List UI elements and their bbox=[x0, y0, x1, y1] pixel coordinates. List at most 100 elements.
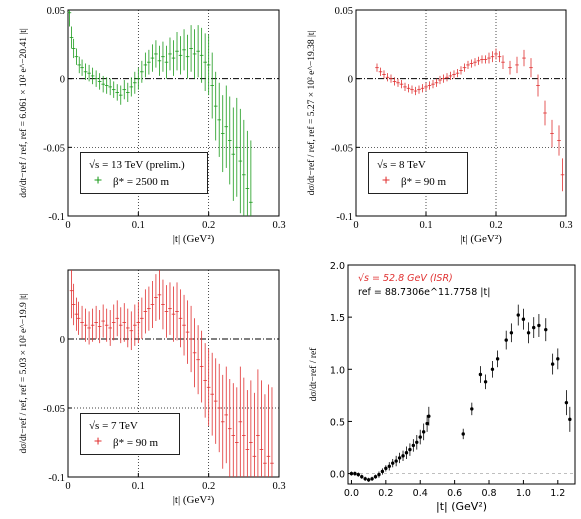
data-point bbox=[76, 301, 81, 335]
data-point bbox=[415, 434, 419, 450]
data-point bbox=[536, 74, 540, 97]
data-point bbox=[466, 60, 470, 70]
data-point bbox=[220, 374, 225, 469]
data-point bbox=[384, 465, 388, 472]
data-point bbox=[217, 363, 222, 453]
data-point bbox=[242, 377, 246, 477]
data-point bbox=[111, 304, 116, 341]
data-point bbox=[544, 318, 548, 342]
data-point bbox=[378, 67, 383, 76]
data-point bbox=[122, 303, 127, 342]
data-point bbox=[94, 305, 98, 339]
x-tick-label: 0.3 bbox=[272, 220, 285, 231]
data-point bbox=[224, 366, 229, 464]
data-point bbox=[373, 474, 378, 479]
data-point bbox=[185, 34, 190, 79]
data-point bbox=[175, 31, 179, 71]
data-point bbox=[67, 10, 72, 27]
data-point bbox=[140, 60, 144, 83]
data-point bbox=[556, 348, 560, 370]
point-marker bbox=[356, 472, 361, 477]
data-point bbox=[363, 476, 367, 481]
point-marker bbox=[544, 327, 548, 332]
y-tick-label: 2.0 bbox=[330, 261, 345, 272]
data-point bbox=[136, 67, 141, 90]
point-marker bbox=[504, 338, 508, 342]
plot-frame bbox=[355, 9, 567, 217]
data-point bbox=[483, 55, 488, 64]
data-point bbox=[185, 300, 190, 364]
data-point bbox=[356, 472, 361, 477]
data-point bbox=[543, 100, 547, 126]
data-point bbox=[462, 63, 467, 72]
data-point bbox=[71, 38, 76, 59]
data-point bbox=[526, 322, 531, 344]
data-point bbox=[487, 52, 491, 64]
data-point bbox=[459, 66, 463, 75]
chart-panel-top-left: 0 0.1 0.2 0.3 0.05 0 -0.05 -0.1 |t| (GeV²) dσ/dt−… bbox=[18, 6, 286, 245]
data-point bbox=[504, 330, 508, 350]
data-point bbox=[74, 297, 79, 331]
x-tick-label: 0.2 bbox=[378, 488, 393, 499]
data-point bbox=[97, 310, 102, 344]
data-point bbox=[157, 45, 162, 76]
data-point bbox=[196, 25, 200, 78]
data-point bbox=[150, 281, 155, 328]
x-tick-label: 0.2 bbox=[202, 481, 215, 492]
data-point bbox=[425, 415, 429, 432]
point-marker bbox=[397, 456, 402, 460]
data-point bbox=[521, 308, 526, 330]
data-point bbox=[206, 34, 211, 96]
x-tick-label: 0 bbox=[65, 220, 70, 231]
point-marker bbox=[377, 472, 381, 477]
point-marker bbox=[363, 477, 367, 481]
x-tick-label: 1.0 bbox=[516, 488, 531, 499]
data-point bbox=[104, 77, 109, 94]
data-point bbox=[438, 75, 442, 85]
data-point bbox=[97, 73, 102, 90]
chart-panel-bottom-left: 0 0.1 0.2 0.3 0 -0.05 -0.1 |t| (GeV²) dσ/dt−ref … bbox=[18, 269, 286, 506]
x-tick-label: 0.1 bbox=[419, 220, 432, 231]
y-axis-label: dσ/dt−ref / ref, ref = 5.03 × 10² e^−19.… bbox=[18, 293, 29, 453]
data-point bbox=[90, 308, 95, 342]
data-point bbox=[473, 58, 477, 67]
data-point bbox=[238, 366, 243, 477]
point-marker bbox=[461, 432, 465, 436]
plot-frame bbox=[67, 269, 280, 478]
data-point bbox=[476, 56, 481, 65]
data-point bbox=[90, 67, 95, 85]
data-point bbox=[537, 314, 541, 337]
point-marker bbox=[387, 464, 391, 468]
x-tick-label: 0.2 bbox=[202, 220, 215, 231]
data-point bbox=[147, 49, 151, 75]
data-point bbox=[389, 74, 393, 83]
data-point bbox=[83, 63, 88, 81]
data-point bbox=[189, 305, 193, 373]
data-point bbox=[508, 60, 512, 75]
data-point bbox=[509, 323, 514, 343]
data-point bbox=[387, 462, 391, 471]
data-point bbox=[129, 311, 134, 351]
data-point bbox=[213, 71, 218, 141]
data-point bbox=[171, 286, 176, 342]
data-point bbox=[391, 458, 395, 468]
data-point bbox=[104, 308, 109, 342]
data-point bbox=[203, 33, 207, 92]
data-point bbox=[434, 78, 439, 87]
data-point bbox=[550, 353, 555, 375]
y-axis-label-main: dσ/dt−ref / ref bbox=[306, 141, 317, 196]
data-point bbox=[238, 108, 243, 214]
point-marker bbox=[550, 362, 555, 366]
data-point bbox=[469, 59, 474, 68]
point-marker bbox=[526, 331, 531, 335]
data-point bbox=[263, 394, 267, 477]
data-point bbox=[421, 423, 426, 441]
point-marker bbox=[360, 475, 364, 479]
data-point bbox=[129, 77, 134, 97]
data-point bbox=[182, 29, 186, 71]
point-marker bbox=[532, 325, 536, 330]
x-axis-label: |t| (GeV²) bbox=[173, 494, 215, 506]
data-point bbox=[353, 471, 357, 476]
point-marker bbox=[380, 469, 385, 474]
data-point bbox=[404, 446, 409, 459]
